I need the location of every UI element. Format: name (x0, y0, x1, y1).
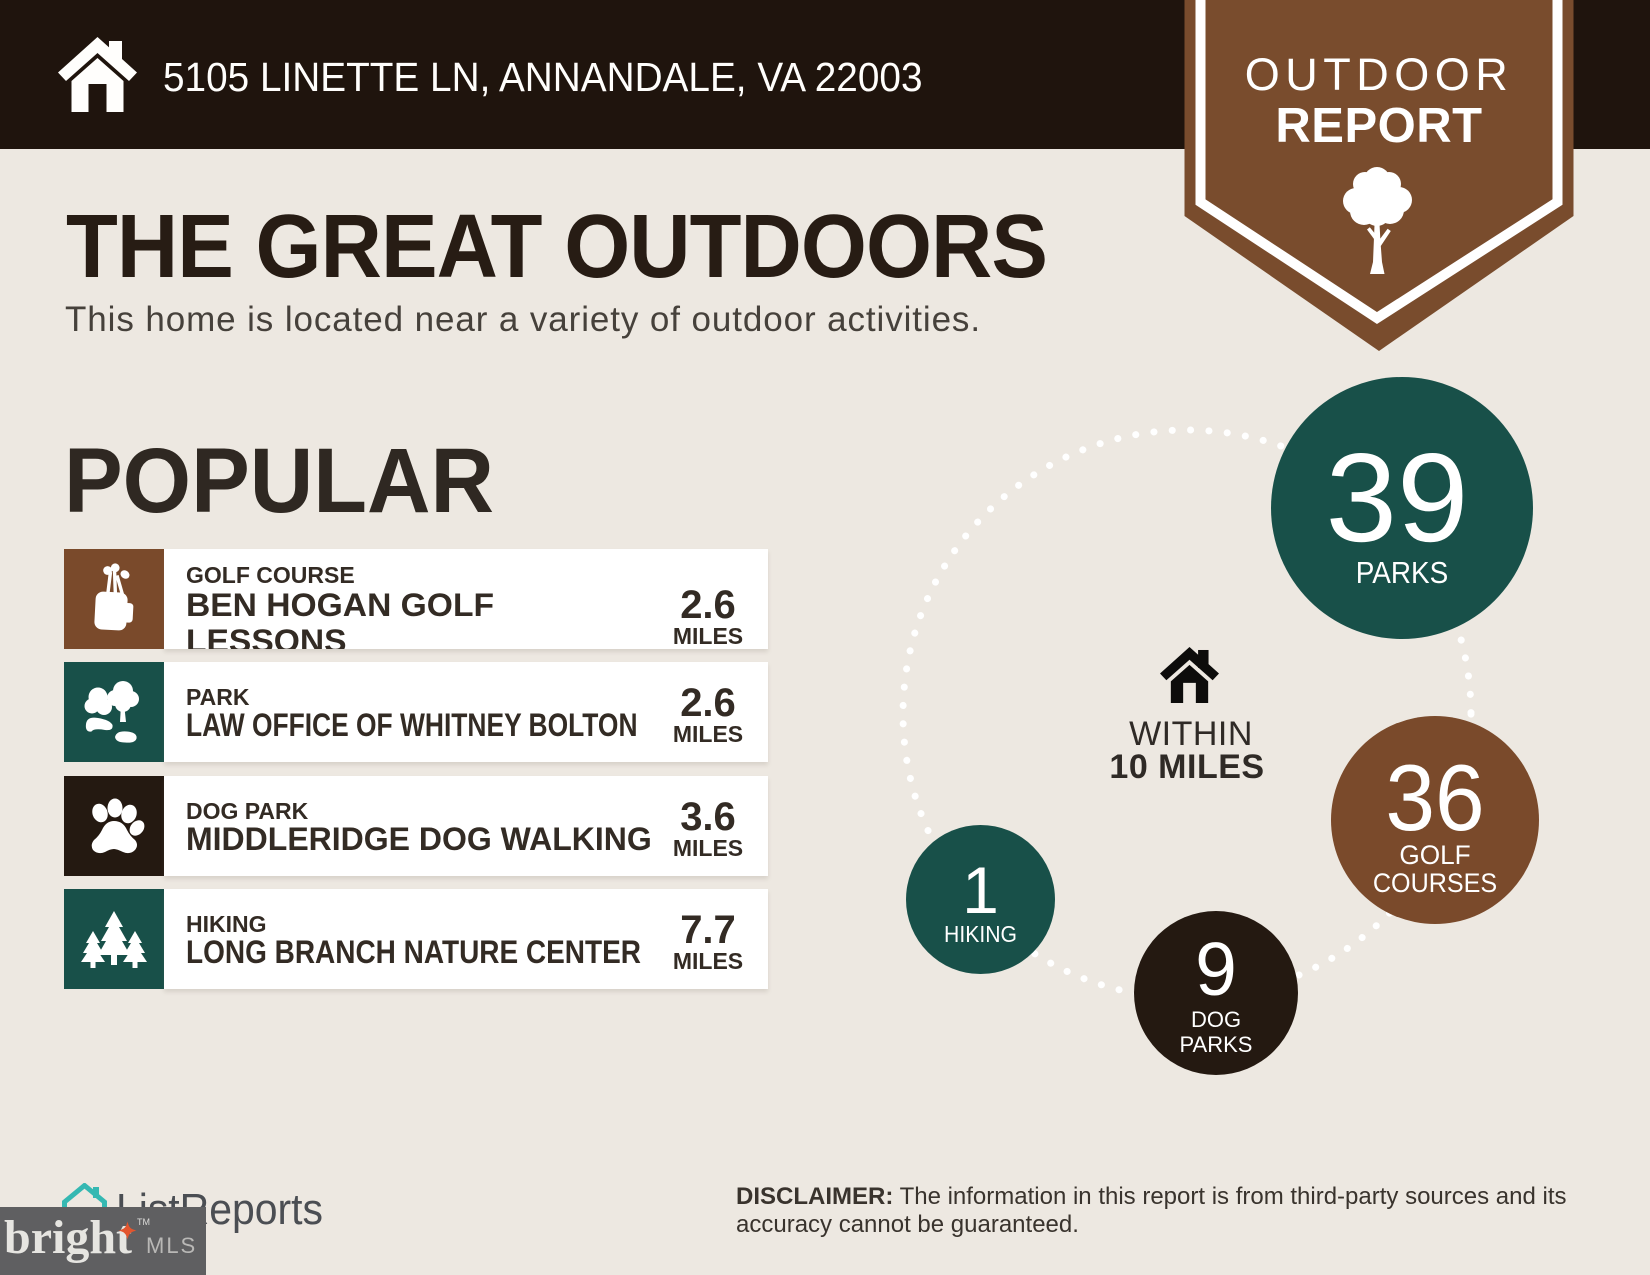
svg-text:REPORT: REPORT (1275, 99, 1482, 153)
svg-text:OUTDOOR: OUTDOOR (1245, 49, 1514, 100)
